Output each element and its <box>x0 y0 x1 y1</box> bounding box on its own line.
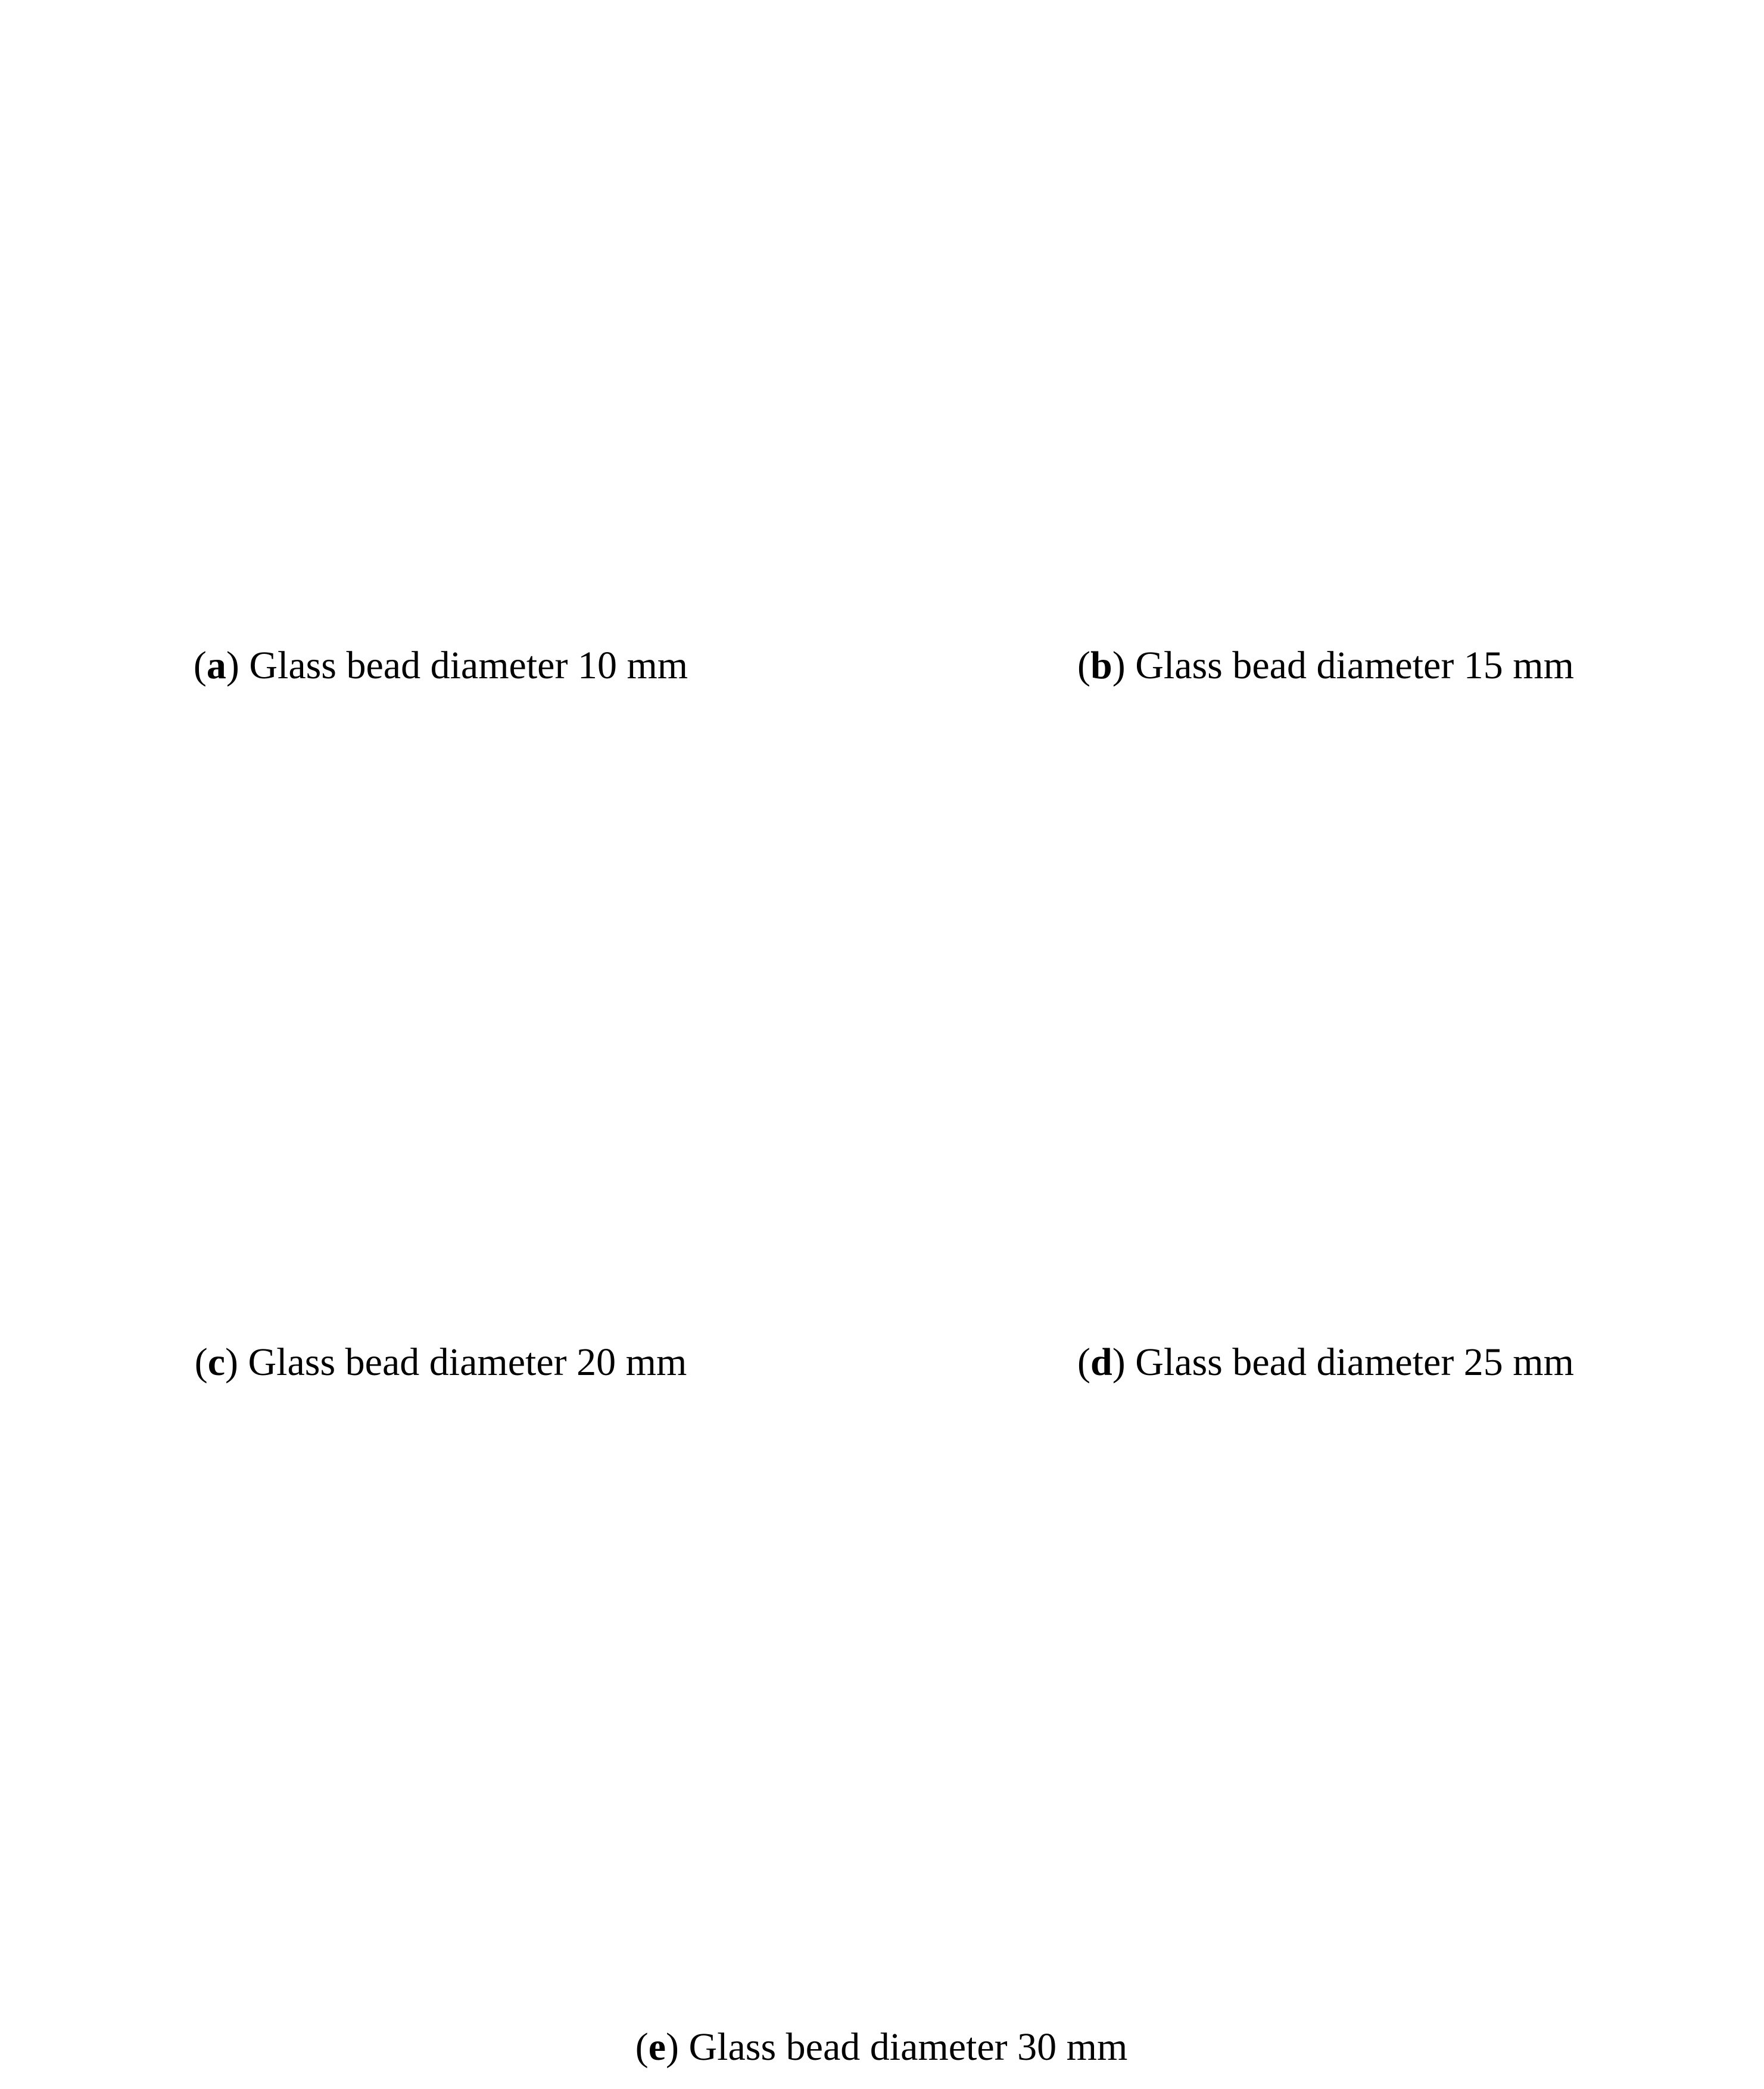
caption-e: (e) Glass bead diameter 30 mm <box>635 2025 1128 2069</box>
caption-letter: a <box>206 644 226 687</box>
caption-letter: c <box>207 1340 225 1384</box>
caption-letter: e <box>648 2025 666 2069</box>
chart-panel-c: (c) Glass bead diameter 20 mm <box>0 715 881 1405</box>
chart-panel-e: (e) Glass bead diameter 30 mm <box>441 1388 1322 2089</box>
caption-d: (d) Glass bead diameter 25 mm <box>1077 1340 1574 1384</box>
chart-svg-a <box>0 0 881 655</box>
chart-svg-c <box>0 715 881 1346</box>
caption-letter: d <box>1090 1340 1112 1384</box>
caption-letter: b <box>1090 644 1112 687</box>
chart-panel-d: (d) Glass bead diameter 25 mm <box>887 715 1764 1405</box>
caption-text: Glass bead diameter 20 mm <box>238 1340 687 1384</box>
chart-svg-b <box>887 0 1764 655</box>
chart-svg-e <box>441 1388 1322 2025</box>
chart-svg-d <box>887 715 1764 1346</box>
caption-c: (c) Glass bead diameter 20 mm <box>194 1340 687 1384</box>
caption-b: (b) Glass bead diameter 15 mm <box>1077 644 1574 687</box>
caption-text: Glass bead diameter 15 mm <box>1125 644 1574 687</box>
chart-panel-a: (a) Glass bead diameter 10 mm <box>0 0 881 715</box>
caption-a: (a) Glass bead diameter 10 mm <box>193 644 688 687</box>
caption-text: Glass bead diameter 25 mm <box>1125 1340 1574 1384</box>
caption-text: Glass bead diameter 10 mm <box>239 644 688 687</box>
caption-text: Glass bead diameter 30 mm <box>678 2025 1128 2069</box>
chart-panel-b: (b) Glass bead diameter 15 mm <box>887 0 1764 715</box>
